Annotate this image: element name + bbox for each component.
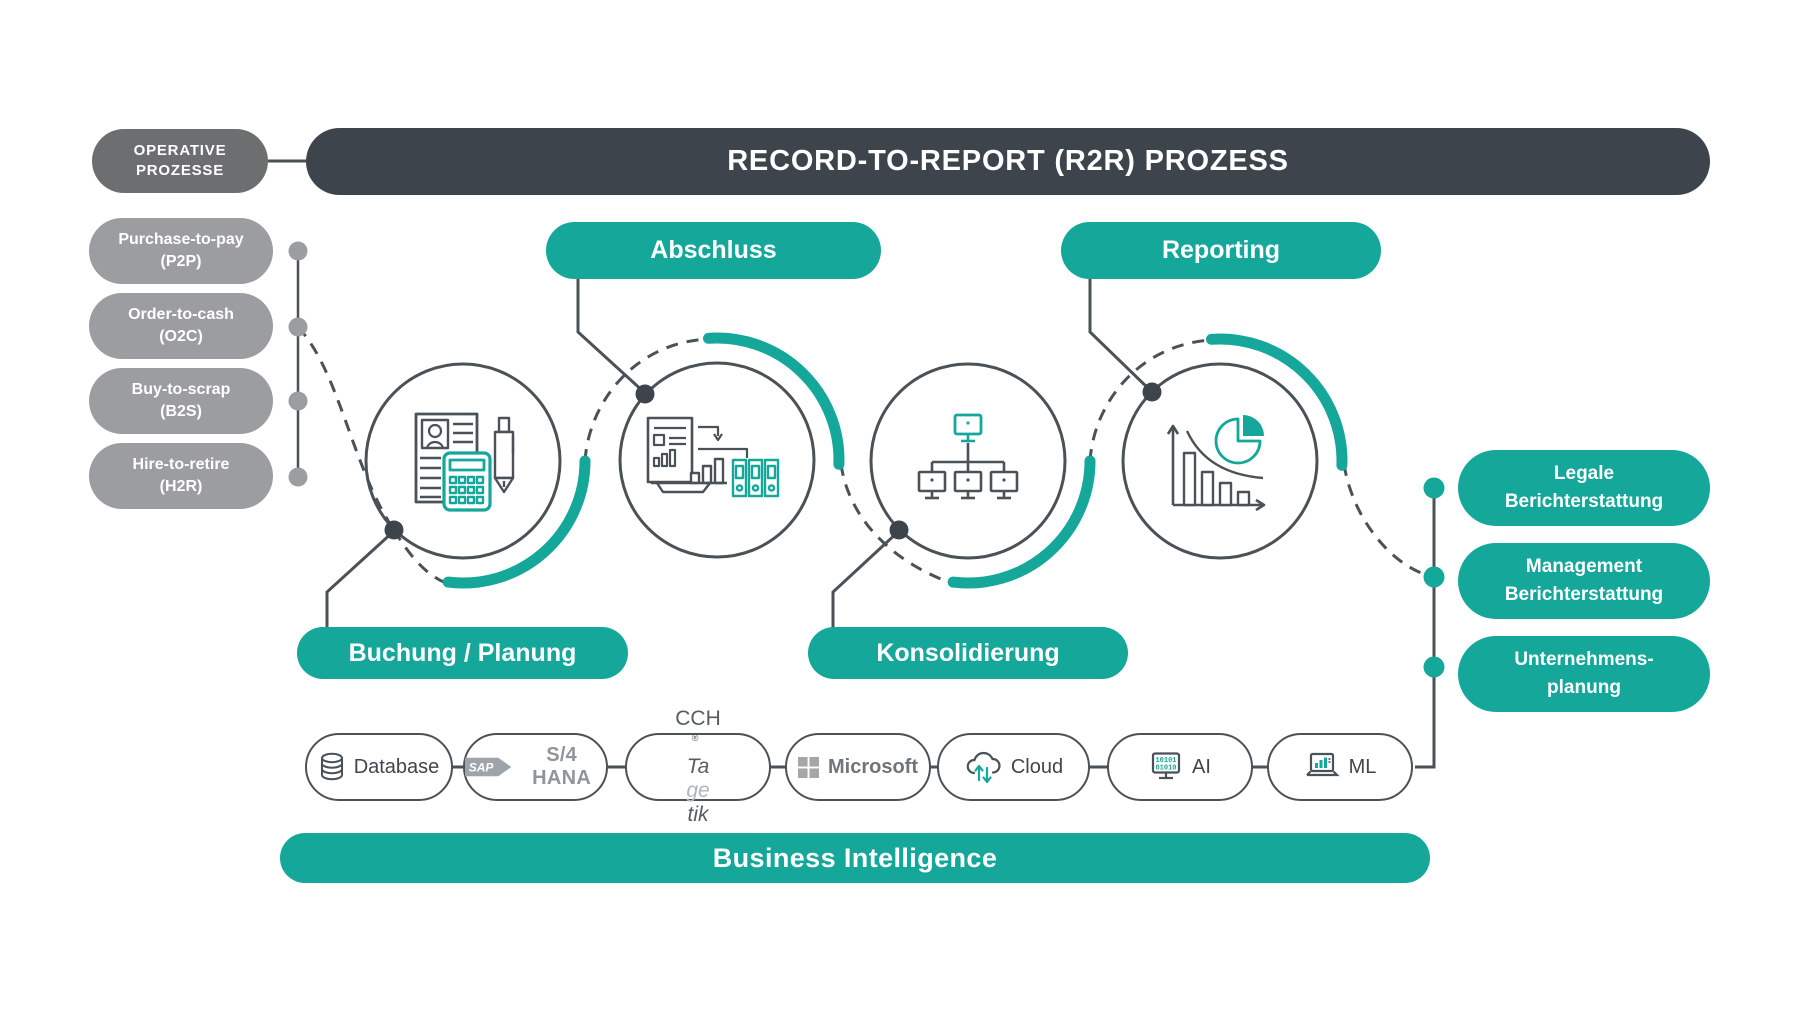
tech-pill-sap-s4hana: SAP S/4 HANA [463,733,608,801]
page-title-text: RECORD-TO-REPORT (R2R) PROZESS [727,145,1289,177]
stage-pill-reporting: Reporting [1061,222,1381,279]
left-pill-p2p: Purchase-to-pay (P2P) [89,218,273,284]
connector-reporting [1088,278,1153,393]
teal-arc-step4 [1206,333,1348,471]
document-calculator-pen-icon [414,412,515,512]
p2p-line1: Purchase-to-pay [118,231,244,249]
tech-pill-cloud: Cloud [937,733,1090,801]
sap-s4hana-label: S/4 HANA [532,744,592,789]
svg-text:SAP: SAP [469,761,495,775]
left-pill-h2r: Hire-to-retire (H2R) [89,443,273,509]
output-vertical-line [1415,496,1436,769]
operative-line1: OPERATIVE [133,141,227,159]
dashed-step1-to-step2 [583,337,710,462]
unternehmensplanung-line2: planung [1547,677,1621,698]
dashed-step4-to-output [1342,463,1425,576]
tech-pill-ai: 10101 01010 AI [1107,733,1253,801]
microsoft-squares-logo [798,756,819,778]
cloud-label: Cloud [1010,755,1064,778]
stage-connectors [325,278,1153,629]
teal-arc-step1 [442,455,591,589]
tech-pill-database: Database [305,733,453,801]
operative-line2: PROZESSE [135,162,225,179]
connector-abschluss [576,278,647,395]
dashed-flow-paths [296,325,1425,585]
dashed-step3-to-step4 [1088,338,1213,462]
cch-tagetik-label: CCH ® Ta ge tik [675,707,721,826]
database-cylinder-icon [320,752,343,781]
business-intelligence-label: Business Intelligence [712,842,998,873]
legale-line2: Berichterstattung [1504,491,1664,512]
pie-part [1214,415,1264,465]
connector-konsolidierung [831,529,901,629]
ml-label: ML [1348,755,1377,778]
unternehmensplanung-line1: Unternehmens- [1514,649,1654,671]
h2r-line2: (H2R) [159,478,203,495]
microsoft-label: Microsoft [828,755,918,778]
page-title: RECORD-TO-REPORT (R2R) PROZESS [306,128,1710,195]
connector-buchung [325,529,396,629]
declining-chart-pie-icon [1166,415,1266,512]
stage-pill-konsolidierung: Konsolidierung [808,627,1128,679]
h2r-line1: Hire-to-retire [132,456,230,474]
output-pill-unternehmensplanung: Unternehmens- planung [1458,636,1710,712]
operative-dots [288,241,308,487]
teal-progress-arcs [442,332,1348,589]
tech-pill-ml: ML [1267,733,1413,801]
abschluss-label: Abschluss [650,236,777,264]
teal-arc-step2 [703,332,845,470]
management-line2: Berichterstattung [1504,584,1664,605]
b2s-line2: (B2S) [160,403,202,420]
circle-reporting [1121,362,1319,560]
output-dots [1423,477,1445,678]
operative-prozesse-pill: OPERATIVE PROZESSE [92,129,268,193]
o2c-line1: Order-to-cash [128,306,234,324]
svg-text:01010: 01010 [1156,765,1177,773]
ai-monitor-binary-icon: 10101 01010 [1151,752,1181,780]
left-pill-o2c: Order-to-cash (O2C) [89,293,273,359]
o2c-line2: (O2C) [159,328,203,345]
stage-pill-abschluss: Abschluss [546,222,881,279]
output-pill-legale-berichterstattung: Legale Berichterstattung [1458,450,1710,526]
dashed-o2c-to-step1 [296,325,396,531]
output-column-lines [1415,496,1436,769]
ml-laptop-chart-icon [1305,752,1340,777]
report-archive-ship-icon [646,416,780,498]
reporting-label: Reporting [1161,236,1281,264]
b2s-line1: Buy-to-scrap [131,381,231,399]
management-line1: Management [1525,556,1643,578]
sap-logo: SAP [465,757,512,777]
cloud-sync-arrows-icon [966,751,1001,784]
binders-part [731,458,780,498]
database-label: Database [353,755,440,778]
p2p-line2: (P2P) [160,253,202,270]
stage-pill-buchung-planung: Buchung / Planung [297,627,628,679]
svg-text:10101: 10101 [1156,757,1177,765]
output-pill-management-berichterstattung: Management Berichterstattung [1458,543,1710,619]
buchung-label: Buchung / Planung [348,638,577,667]
pen-part [493,416,515,494]
ai-label: AI [1192,755,1211,778]
child-monitors [917,470,1019,500]
calculator-part [442,451,492,512]
tech-pill-cch-tagetik: CCH ® Ta ge tik [625,707,771,826]
left-pill-b2s: Buy-to-scrap (B2S) [89,368,273,434]
parent-monitor [953,413,983,443]
konsolidierung-label: Konsolidierung [876,638,1060,667]
junction-dots [384,382,1162,540]
tech-pill-microsoft: Microsoft [785,733,931,801]
teal-arc-step3 [947,455,1096,589]
business-intelligence-bar: Business Intelligence [280,833,1430,883]
network-monitors-icon [917,413,1019,500]
legale-line1: Legale [1553,463,1615,485]
